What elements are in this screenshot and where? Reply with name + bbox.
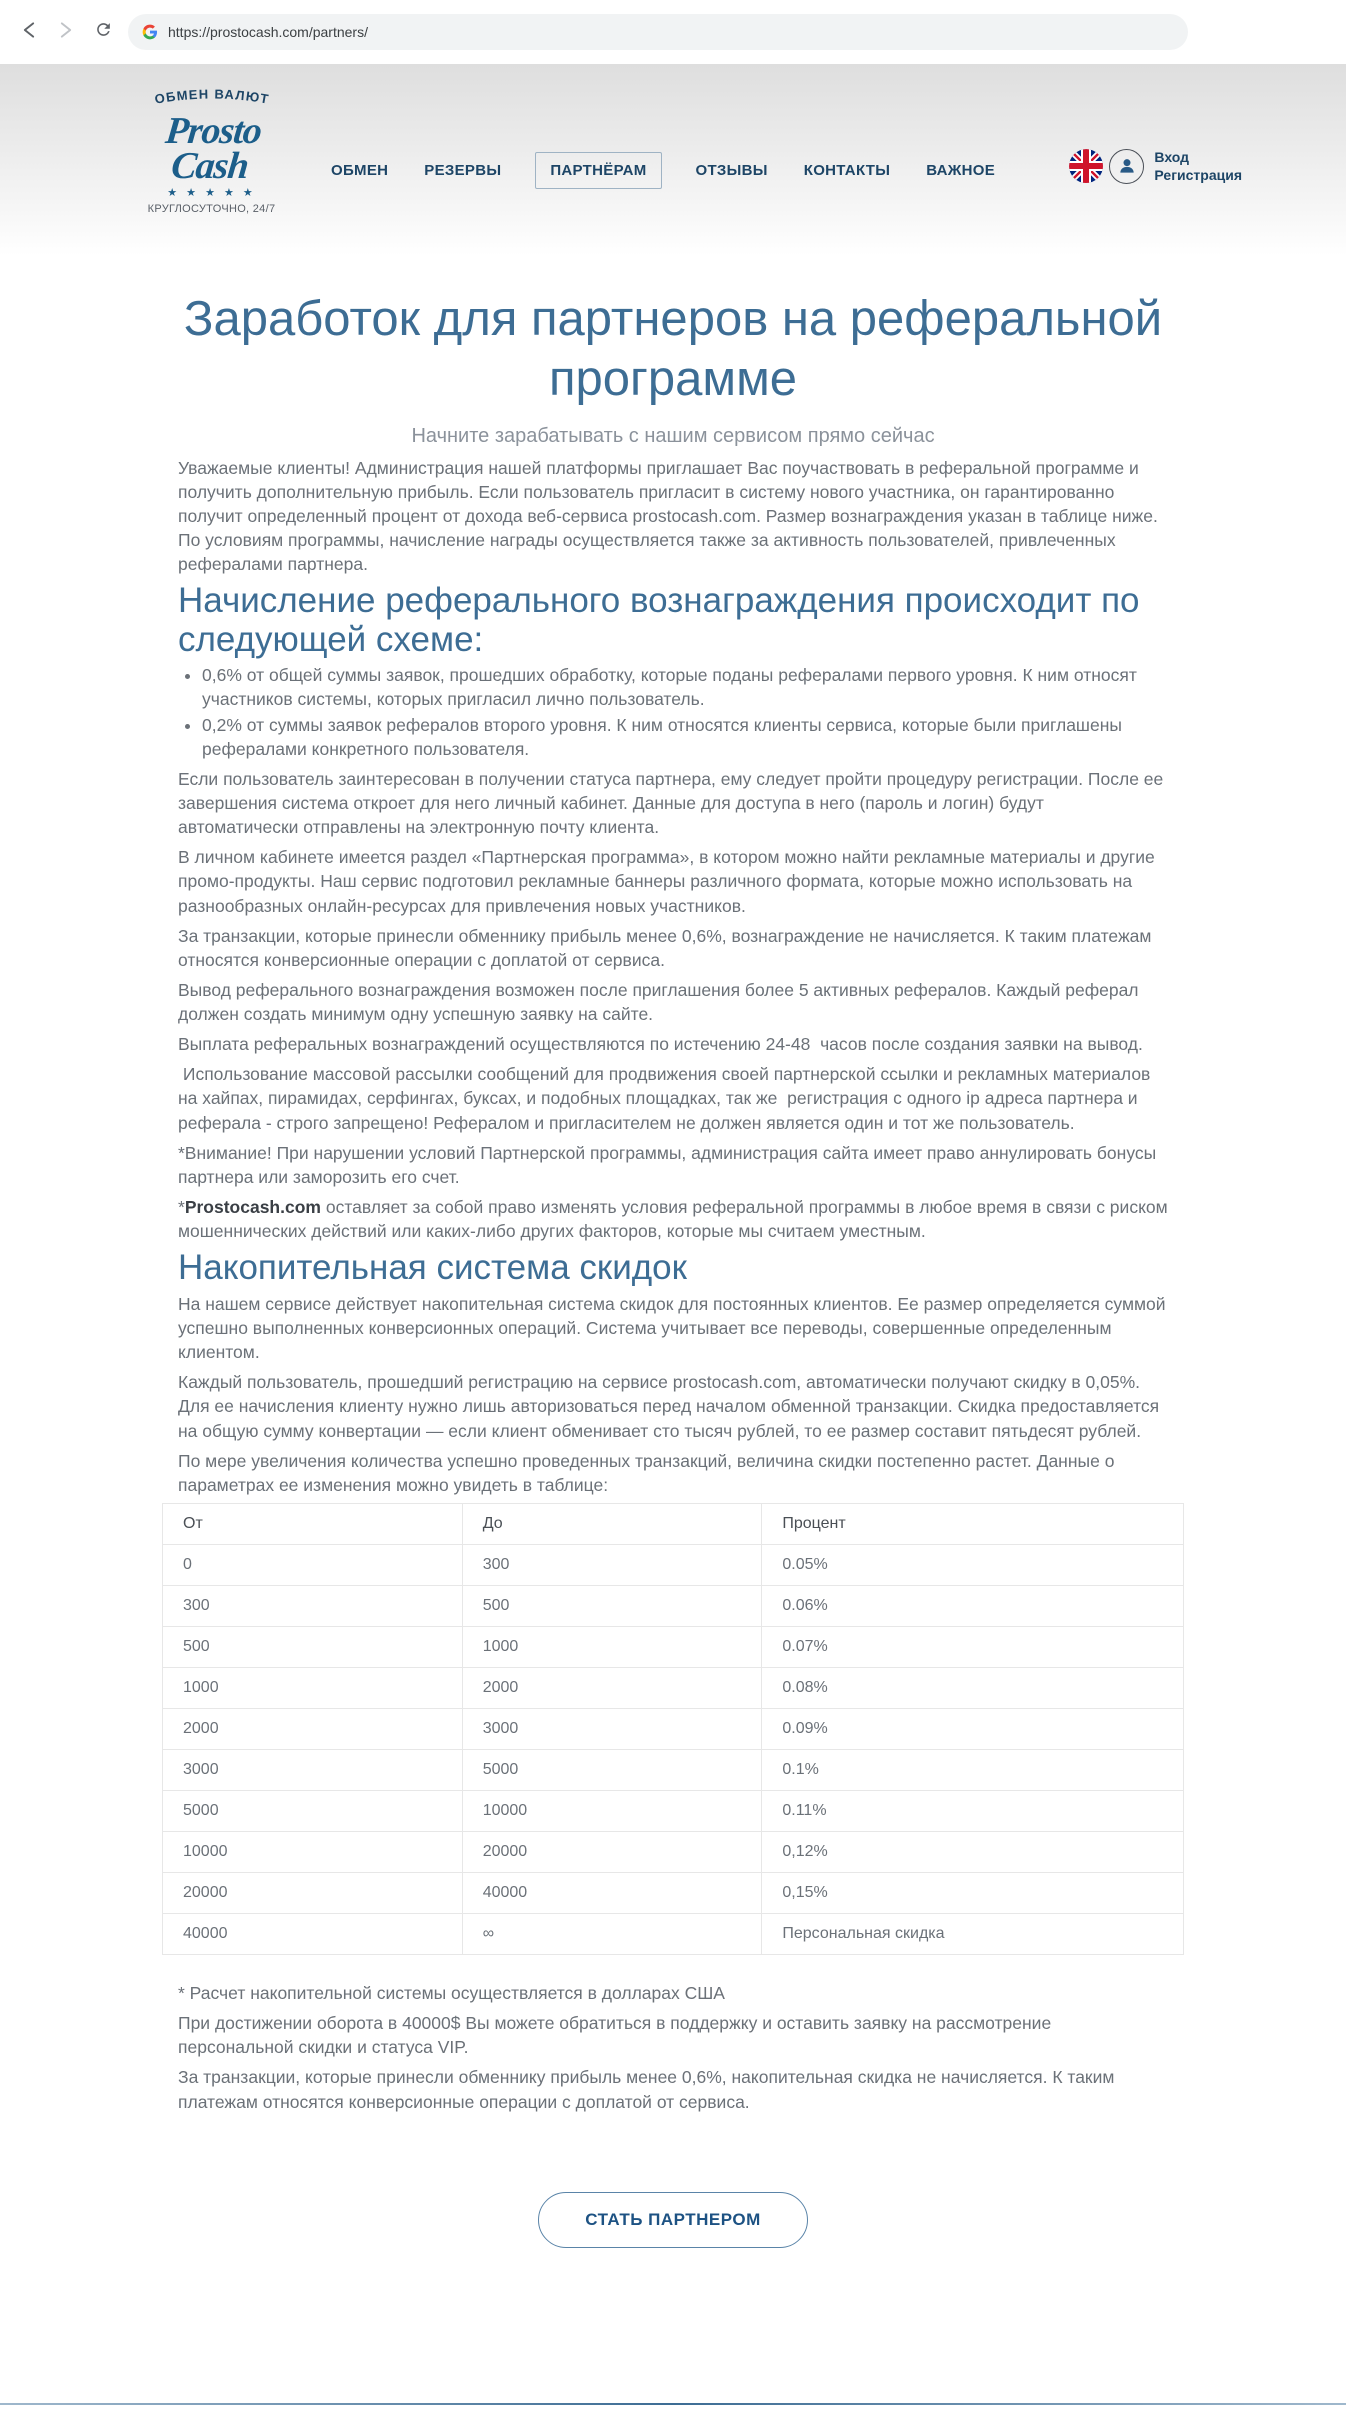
svg-text:ОБМЕН ВАЛЮТ: ОБМЕН ВАЛЮТ xyxy=(153,86,270,106)
